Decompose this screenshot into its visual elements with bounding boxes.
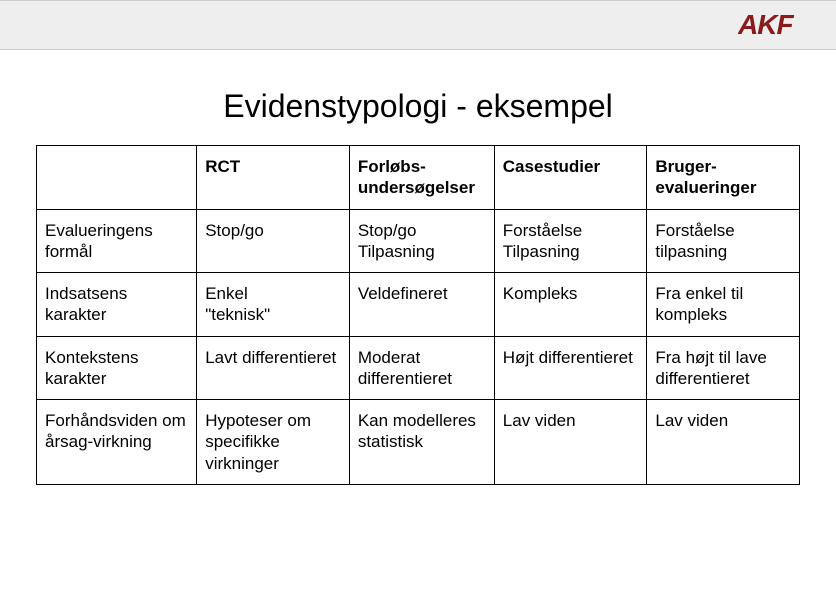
table-cell: Lav viden: [494, 400, 647, 485]
row-label: Evalueringens formål: [37, 209, 197, 273]
table-cell: Fra højt til lave differentieret: [647, 336, 800, 400]
table-header-row: RCT Forløbs-undersøgelser Casestudier Br…: [37, 146, 800, 210]
table-header-cell: Forløbs-undersøgelser: [349, 146, 494, 210]
table-cell: Veldefineret: [349, 273, 494, 337]
table-row: Forhåndsviden om årsag-virkning Hypotese…: [37, 400, 800, 485]
table-header-cell: RCT: [197, 146, 350, 210]
evidence-table: RCT Forløbs-undersøgelser Casestudier Br…: [36, 145, 800, 485]
table-cell: Kan modelleres statistisk: [349, 400, 494, 485]
row-label: Kontekstens karakter: [37, 336, 197, 400]
table-cell: Kompleks: [494, 273, 647, 337]
table-cell: Moderat differentieret: [349, 336, 494, 400]
row-label: Forhåndsviden om årsag-virkning: [37, 400, 197, 485]
table-cell: Stop/goTilpasning: [349, 209, 494, 273]
table-row: Kontekstens karakter Lavt differentieret…: [37, 336, 800, 400]
table-container: RCT Forløbs-undersøgelser Casestudier Br…: [0, 145, 836, 485]
table-row: Evalueringens formål Stop/go Stop/goTilp…: [37, 209, 800, 273]
header-bar: AKF: [0, 0, 836, 50]
table-cell: ForståelseTilpasning: [494, 209, 647, 273]
table-cell: Højt differentieret: [494, 336, 647, 400]
table-cell: Enkel"teknisk": [197, 273, 350, 337]
table-cell: Fra enkel til kompleks: [647, 273, 800, 337]
page-title: Evidenstypologi - eksempel: [0, 88, 836, 125]
logo: AKF: [738, 9, 818, 41]
table-header-cell: [37, 146, 197, 210]
table-cell: Forståelsetilpasning: [647, 209, 800, 273]
table-cell: Lavt differentieret: [197, 336, 350, 400]
table-cell: Hypoteser om specifikke virkninger: [197, 400, 350, 485]
logo-svg: AKF: [738, 9, 818, 41]
table-header-cell: Casestudier: [494, 146, 647, 210]
table-cell: Stop/go: [197, 209, 350, 273]
table-header-cell: Bruger-evalueringer: [647, 146, 800, 210]
table-cell: Lav viden: [647, 400, 800, 485]
table-row: Indsatsens karakter Enkel"teknisk" Velde…: [37, 273, 800, 337]
row-label: Indsatsens karakter: [37, 273, 197, 337]
svg-text:AKF: AKF: [738, 9, 794, 40]
